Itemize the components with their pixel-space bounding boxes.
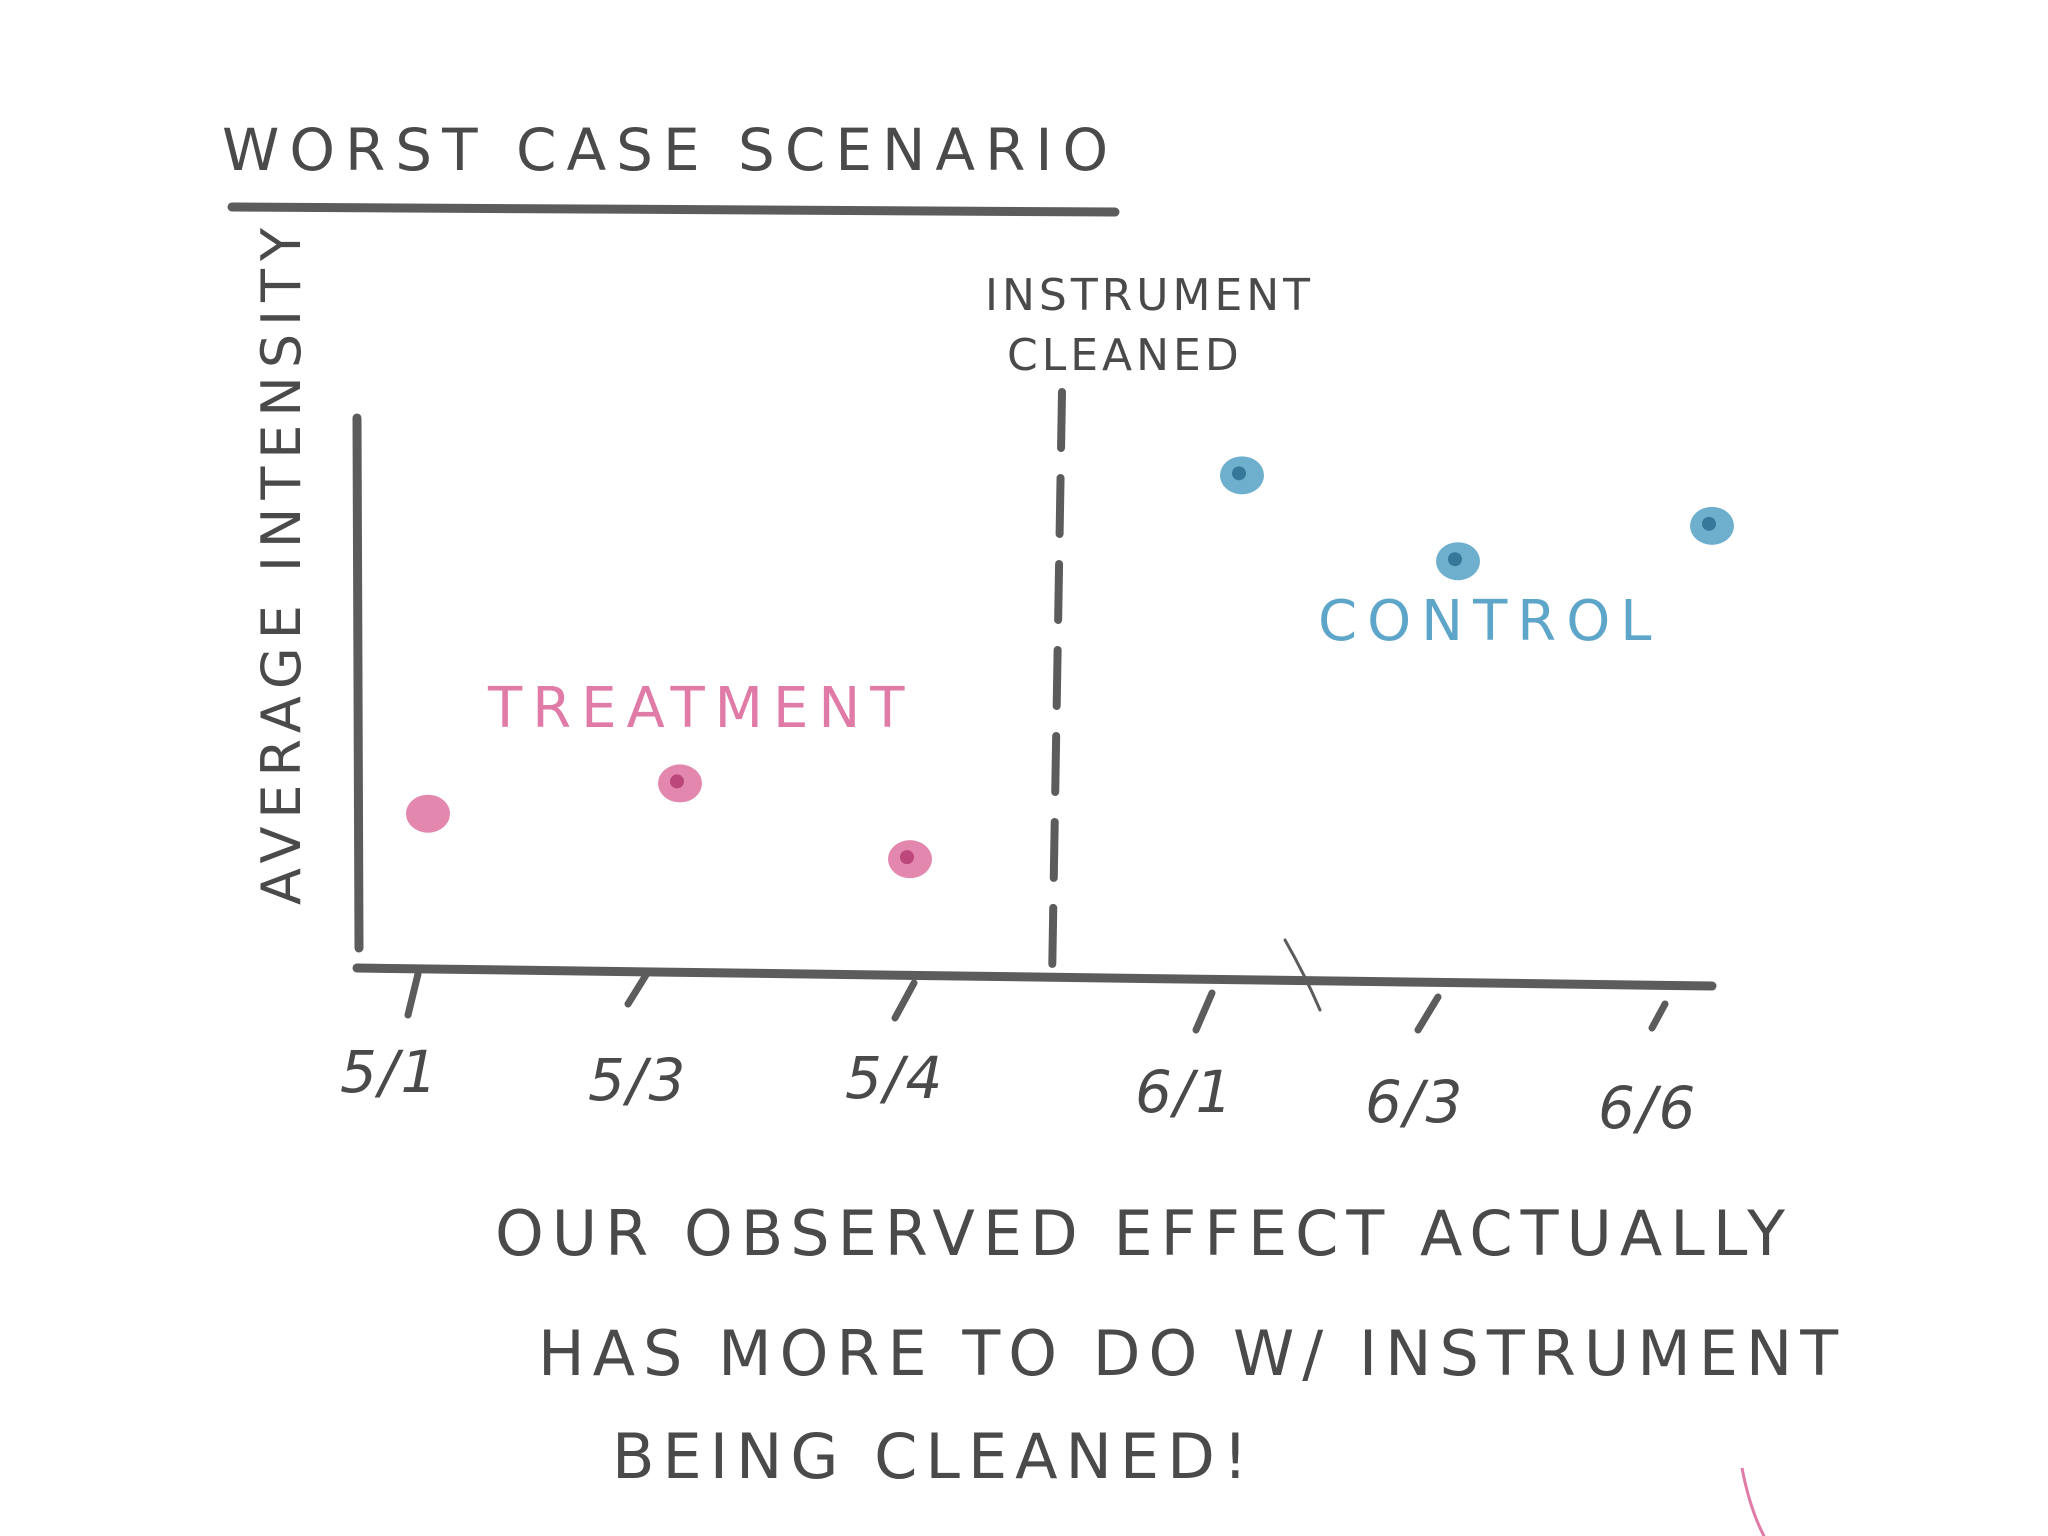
data-points xyxy=(406,456,1734,879)
y-axis-label: AVERAGE INTENSITY xyxy=(250,220,313,905)
control-point-2 xyxy=(1436,542,1480,581)
control-point-1 xyxy=(1220,456,1264,495)
x-tick-label-2: 5/3 xyxy=(588,1046,687,1114)
x-tick-label-1: 5/1 xyxy=(340,1038,439,1106)
x-tick-3: 5/4 xyxy=(845,979,944,1112)
y-axis-line xyxy=(352,413,364,953)
x-tick-1: 5/1 xyxy=(340,970,439,1106)
instrument-cleaned-dashed-line xyxy=(1048,388,1066,986)
treatment-point-1 xyxy=(406,794,450,833)
stray-pink-stroke xyxy=(1740,1467,1766,1536)
point-core xyxy=(1702,516,1716,531)
chart-title: WORST CASE SCENARIO xyxy=(222,116,1118,184)
x-tick-4: 6/1 xyxy=(1135,989,1234,1126)
point-core xyxy=(1232,466,1246,481)
stray-pen-stroke xyxy=(1283,938,1322,1012)
x-tick-label-4: 6/1 xyxy=(1135,1058,1234,1126)
annotation-line-1: INSTRUMENT xyxy=(985,270,1314,321)
control-series-label: CONTROL xyxy=(1318,589,1661,654)
treatment-series-label: TREATMENT xyxy=(487,676,914,741)
point-core xyxy=(900,850,914,865)
point-core xyxy=(670,774,684,789)
x-tick-label-3: 5/4 xyxy=(845,1044,944,1112)
treatment-point-2 xyxy=(658,764,702,803)
annotation-line-2: CLEANED xyxy=(1007,330,1243,381)
caption-line-1: OUR OBSERVED EFFECT ACTUALLY xyxy=(495,1197,1793,1270)
x-axis-line xyxy=(352,963,1717,991)
caption-line-2: HAS MORE TO DO W/ INSTRUMENT xyxy=(538,1317,1846,1390)
x-tick-6: 6/6 xyxy=(1598,1000,1697,1142)
point-core xyxy=(1448,552,1462,567)
x-tick-label-6: 6/6 xyxy=(1598,1074,1697,1142)
x-tick-label-5: 6/3 xyxy=(1365,1068,1464,1136)
x-tick-5: 6/3 xyxy=(1365,993,1464,1136)
control-point-3 xyxy=(1690,506,1734,545)
title-underline xyxy=(227,202,1120,217)
treatment-point-3 xyxy=(888,840,932,879)
caption-line-3: BEING CLEANED! xyxy=(612,1420,1256,1493)
point-blob xyxy=(406,794,450,833)
x-tick-2: 5/3 xyxy=(588,971,687,1114)
